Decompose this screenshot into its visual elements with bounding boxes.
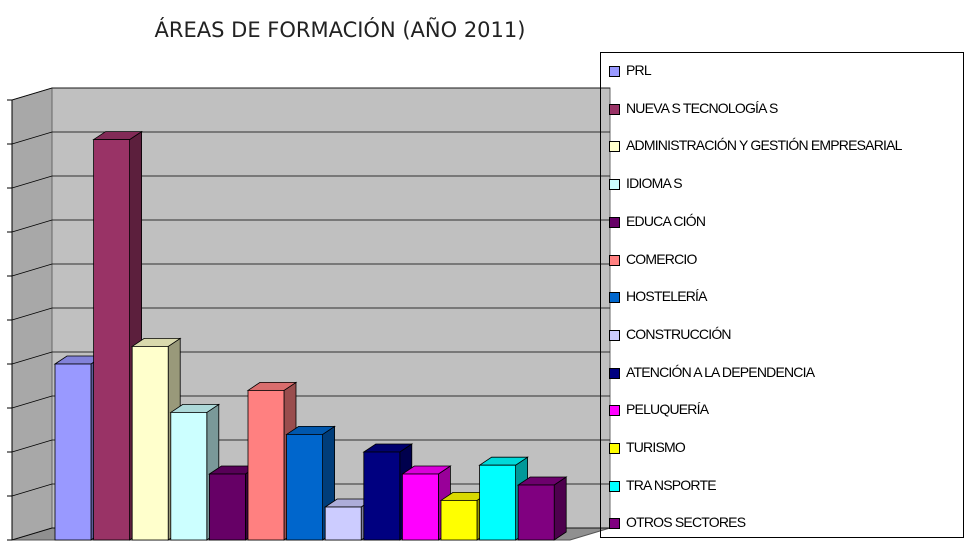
bar xyxy=(208,473,246,541)
grid-line xyxy=(11,131,610,145)
grid-line xyxy=(11,351,610,365)
legend-swatch xyxy=(609,103,620,115)
legend-item: IDIOMA S xyxy=(609,176,959,191)
legend-label: TRA NSPORTE xyxy=(626,476,717,493)
legend-label: HOSTELERÍA xyxy=(626,288,708,305)
legend-item: TURISMO xyxy=(609,440,959,455)
legend-label: NUEVA S TECNOLOGÍA S xyxy=(626,99,778,116)
legend-swatch xyxy=(609,254,620,266)
legend-label: OTROS SECTORES xyxy=(626,514,746,531)
legend-label: PELUQUERÍA xyxy=(626,401,709,418)
legend-item: HOSTELERÍA xyxy=(609,289,959,304)
legend-swatch xyxy=(609,443,620,454)
legend-swatch xyxy=(609,405,620,417)
grid-line xyxy=(11,87,610,101)
bar xyxy=(131,345,169,541)
bar xyxy=(324,506,362,541)
legend-label: ATENCIÓN A LA DEPENDENCIA xyxy=(626,363,815,380)
legend-item: ATENCIÓN A LA DEPENDENCIA xyxy=(609,363,959,380)
legend-swatch xyxy=(609,292,620,304)
grid-line xyxy=(11,439,610,453)
legend-item: COMERCIO xyxy=(609,250,959,267)
legend-item: PELUQUERÍA xyxy=(609,402,959,417)
legend-label: ADMINISTRACIÓN Y GESTIÓN EMPRESARIAL xyxy=(626,137,902,154)
legend: PRL NUEVA S TECNOLOGÍA S ADMINISTRACIÓN Y … xyxy=(600,52,964,538)
bar xyxy=(170,411,208,541)
bar xyxy=(363,451,401,541)
bar xyxy=(286,433,324,541)
legend-item: CONSTRUCCIÓN xyxy=(609,325,959,342)
bar xyxy=(401,473,439,541)
legend-item: TRA NSPORTE xyxy=(609,476,959,493)
grid-line xyxy=(11,219,610,233)
legend-label: IDIOMA S xyxy=(626,175,683,192)
legend-label: TURISMO xyxy=(626,439,686,455)
legend-swatch xyxy=(609,216,620,228)
grid-line xyxy=(11,175,610,189)
legend-item: EDUCA CIÓN xyxy=(609,212,959,229)
bar xyxy=(440,499,478,541)
bar xyxy=(479,464,517,541)
grid-line xyxy=(11,263,610,277)
legend-item: OTROS SECTORES xyxy=(609,515,959,530)
bar-side xyxy=(553,476,567,541)
legend-swatch xyxy=(609,141,620,153)
legend-swatch xyxy=(609,518,620,530)
legend-swatch xyxy=(609,480,620,492)
bar xyxy=(517,484,555,541)
legend-item: ADMINISTRACIÓN Y GESTIÓN EMPRESARIAL xyxy=(609,138,959,153)
chart-title: ÁREAS DE FORMACIÓN (AÑO 2011) xyxy=(154,18,526,42)
legend-label: COMERCIO xyxy=(626,250,697,267)
legend-swatch xyxy=(609,329,620,341)
legend-swatch xyxy=(609,367,620,379)
bar xyxy=(54,363,92,541)
legend-item: PRL xyxy=(609,63,959,78)
grid-line xyxy=(11,307,610,321)
bar xyxy=(93,139,130,541)
legend-swatch xyxy=(609,66,620,77)
legend-item: NUEVA S TECNOLOGÍA S xyxy=(609,99,959,116)
bar xyxy=(247,389,285,541)
legend-label: PRL xyxy=(626,62,652,78)
legend-label: CONSTRUCCIÓN xyxy=(626,325,732,342)
legend-swatch xyxy=(609,179,620,191)
legend-label: EDUCA CIÓN xyxy=(626,212,706,229)
grid-line xyxy=(11,395,610,409)
